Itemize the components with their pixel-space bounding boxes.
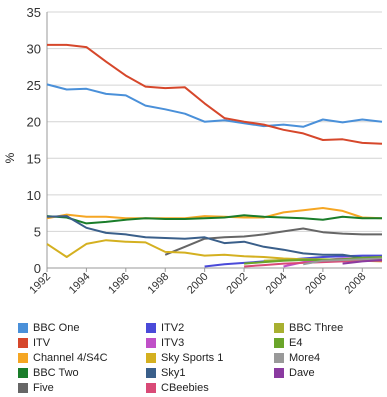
legend-item-channel-4-s4c: Channel 4/S4C bbox=[18, 352, 108, 364]
series-line-sky-sports-1 bbox=[46, 239, 383, 263]
series-line-more4 bbox=[303, 257, 383, 266]
y-tick-label: 15 bbox=[27, 151, 41, 166]
legend-label: ITV bbox=[33, 337, 51, 349]
legend-label: ITV3 bbox=[161, 337, 185, 349]
y-tick-label: 0 bbox=[34, 261, 41, 276]
x-tick-label: 1994 bbox=[67, 271, 93, 297]
x-tick-label: 1992 bbox=[27, 271, 53, 297]
legend-item-itv3: ITV3 bbox=[146, 337, 184, 349]
legend-swatch bbox=[146, 323, 156, 333]
legend-item-more4: More4 bbox=[274, 352, 320, 364]
legend-swatch bbox=[274, 338, 284, 348]
legend-label: BBC Two bbox=[33, 367, 79, 379]
legend-item-bbc-two: BBC Two bbox=[18, 367, 79, 379]
series-line-bbc-one bbox=[46, 83, 383, 128]
legend-swatch bbox=[18, 338, 28, 348]
series-line-sky1 bbox=[46, 215, 383, 261]
legend-label: BBC Three bbox=[289, 322, 344, 334]
x-tick-label: 2000 bbox=[185, 271, 211, 297]
y-tick-label: 10 bbox=[27, 188, 41, 203]
y-tick-label: 25 bbox=[27, 78, 41, 93]
line-chart: 0 5 10 15 20 25 30 35 1992 1994 1996 1998 2000 2002 20… bbox=[3, 5, 383, 297]
x-tick-label: 2004 bbox=[264, 271, 290, 297]
x-tick-label: 2008 bbox=[343, 271, 369, 297]
x-tick-label: 2006 bbox=[303, 271, 329, 297]
legend-item-sky1: Sky1 bbox=[146, 367, 185, 379]
y-tick-label: 5 bbox=[34, 224, 41, 239]
y-tick-label: 20 bbox=[27, 115, 41, 130]
legend-swatch bbox=[146, 338, 156, 348]
chart-legend: BBC One ITV Channel 4/S4C BBC Two Five ITV2 IT… bbox=[0, 318, 387, 397]
legend-swatch bbox=[274, 323, 284, 333]
legend-label: Five bbox=[33, 382, 54, 394]
legend-item-itv: ITV bbox=[18, 337, 50, 349]
x-tick-label: 2002 bbox=[224, 271, 250, 297]
legend-item-five: Five bbox=[18, 382, 54, 394]
x-tick-label: 1996 bbox=[106, 271, 132, 297]
legend-label: Channel 4/S4C bbox=[33, 352, 108, 364]
legend-swatch bbox=[18, 353, 28, 363]
legend-swatch bbox=[146, 353, 156, 363]
x-tick-label: 1998 bbox=[146, 271, 172, 297]
legend-swatch bbox=[274, 368, 284, 378]
legend-label: Dave bbox=[289, 367, 315, 379]
legend-swatch bbox=[18, 383, 28, 393]
series-line-five bbox=[164, 227, 382, 256]
y-tick-label: 35 bbox=[27, 5, 41, 20]
legend-label: CBeebies bbox=[161, 382, 209, 394]
legend-swatch bbox=[146, 368, 156, 378]
legend-label: ITV2 bbox=[161, 322, 185, 334]
axes bbox=[46, 12, 382, 272]
series-line-dave bbox=[342, 259, 383, 265]
legend-label: Sky Sports 1 bbox=[161, 352, 224, 364]
legend-label: More4 bbox=[289, 352, 321, 364]
legend-item-e4: E4 bbox=[274, 337, 302, 349]
legend-swatch bbox=[274, 353, 284, 363]
legend-item-itv2: ITV2 bbox=[146, 322, 184, 334]
legend-item-cbeebies: CBeebies bbox=[146, 382, 209, 394]
legend-label: BBC One bbox=[33, 322, 80, 334]
legend-swatch bbox=[18, 323, 28, 333]
legend-label: Sky1 bbox=[161, 367, 186, 379]
legend-swatch bbox=[18, 368, 28, 378]
series-line-bbc-two bbox=[46, 214, 382, 225]
y-axis-label: % bbox=[3, 152, 17, 163]
legend-item-bbc-one: BBC One bbox=[18, 322, 79, 334]
series-lines bbox=[46, 43, 383, 268]
y-tick-label: 30 bbox=[27, 42, 41, 57]
series-line-e4 bbox=[244, 256, 383, 265]
legend-item-dave: Dave bbox=[274, 367, 315, 379]
series-line-channel-4-s4c bbox=[46, 207, 383, 220]
legend-item-sky-sports-1: Sky Sports 1 bbox=[146, 352, 223, 364]
legend-item-bbc-three: BBC Three bbox=[274, 322, 343, 334]
legend-label: E4 bbox=[289, 337, 303, 349]
series-line-itv bbox=[47, 43, 383, 145]
legend-swatch bbox=[146, 383, 156, 393]
